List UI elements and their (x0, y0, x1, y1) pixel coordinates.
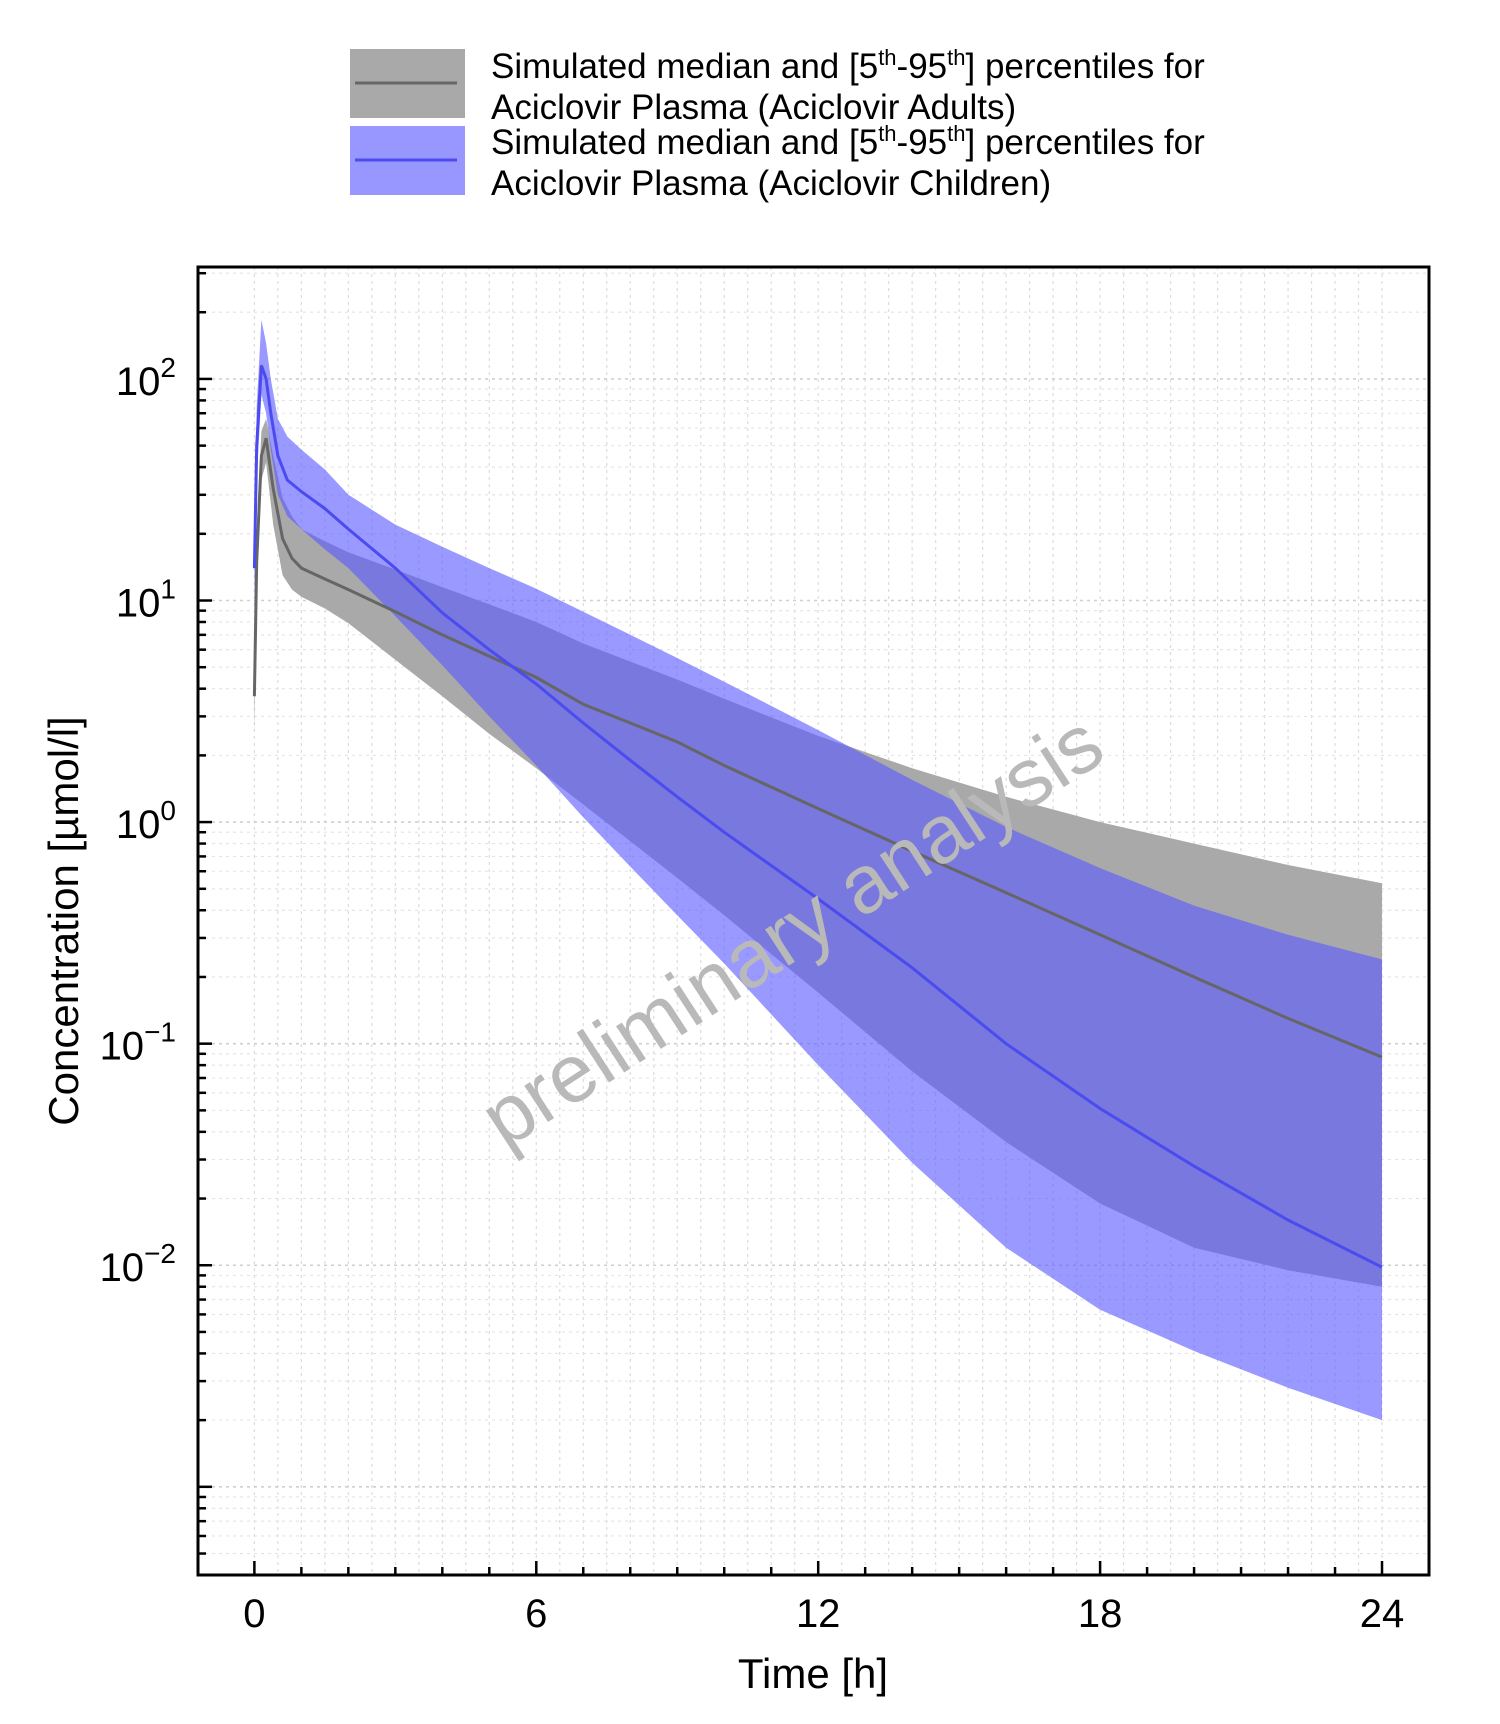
legend-label-adults-line2: Aciclovir Plasma (Aciclovir Adults) (491, 88, 1016, 127)
median-line-series-1 (252, 437, 1383, 1059)
x-tick-label: 12 (796, 1592, 841, 1636)
legend-children-post: ] percentiles for (966, 123, 1206, 162)
y-tick-label: 10−1 (100, 1017, 176, 1069)
legend-entry-adults: Simulated median and [5th-95th] percenti… (350, 45, 1205, 127)
legend-adults-pre: Simulated median and [5 (491, 47, 878, 86)
legend-label-adults-line1: Simulated median and [5th-95th] percenti… (491, 45, 1205, 86)
legend-children-sup2: th (947, 121, 965, 146)
legend-label-children-line1: Simulated median and [5th-95th] percenti… (491, 121, 1205, 162)
legend-children-sup1: th (878, 121, 896, 146)
x-tick-labels: 0 6 12 18 24 (243, 1592, 1404, 1636)
legend-children-pre: Simulated median and [5 (491, 123, 878, 162)
y-tick-labels: 102 101 100 10−1 10−2 (100, 352, 176, 1290)
legend-adults-post: ] percentiles for (966, 47, 1206, 86)
legend-adults-sup1: th (878, 45, 896, 70)
x-tick-label: 24 (1360, 1592, 1405, 1636)
y-tick-label: 101 (116, 574, 176, 626)
median-lines (252, 365, 1383, 1269)
y-tick-label: 100 (116, 795, 176, 847)
legend-adults-sup2: th (947, 45, 965, 70)
plot-area: preliminary analysis (196, 265, 1431, 1577)
plot-frame (196, 265, 1431, 1577)
band-series-2 (254, 319, 1382, 1421)
y-axis-title: Concentration [µmol/l] (40, 716, 87, 1125)
bands (254, 319, 1382, 1421)
x-tick-label: 18 (1078, 1592, 1123, 1636)
ticks (198, 271, 1384, 1577)
legend: Simulated median and [5th-95th] percenti… (350, 45, 1205, 203)
legend-children-mid: -95 (897, 123, 948, 162)
x-axis-title: Time [h] (738, 1650, 888, 1697)
y-tick-label: 10−2 (100, 1238, 176, 1290)
legend-entry-children: Simulated median and [5th-95th] percenti… (350, 121, 1205, 203)
legend-label-children-line2: Aciclovir Plasma (Aciclovir Children) (491, 164, 1051, 203)
median-line-series-2 (252, 365, 1383, 1269)
y-tick-label: 102 (116, 352, 176, 404)
x-tick-label: 6 (525, 1592, 547, 1636)
x-tick-label: 0 (243, 1592, 265, 1636)
legend-adults-mid: -95 (897, 47, 948, 86)
